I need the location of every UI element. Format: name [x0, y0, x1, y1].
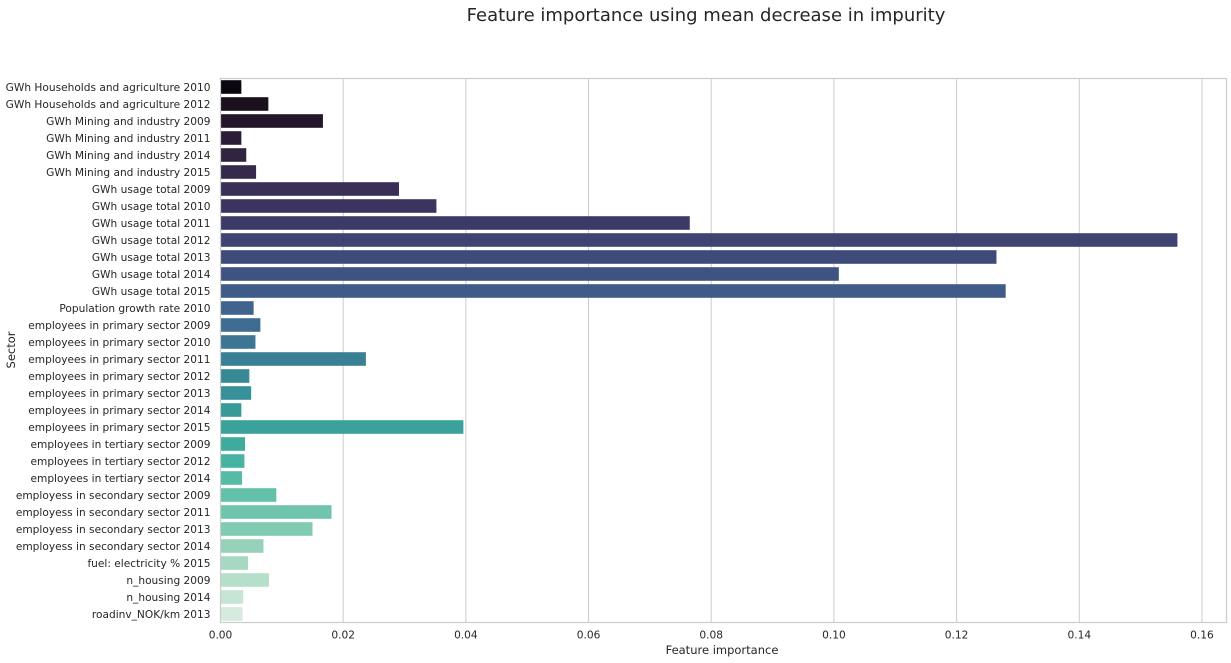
bar [220, 318, 261, 332]
bar [220, 539, 264, 553]
bar [220, 165, 257, 179]
bar [220, 284, 1006, 298]
chart-title: Feature importance using mean decrease i… [467, 5, 946, 26]
bar [220, 505, 332, 519]
x-tick-labels: 0.00 0.02 0.04 0.06 0.08 0.10 0.12 0.14 0.16 [209, 630, 1214, 642]
x-tick-label: 0.16 [1190, 630, 1214, 642]
bar [220, 199, 437, 213]
plot-frame [219, 77, 1228, 624]
bar [220, 437, 246, 451]
y-tick-label: employess in secondary sector 2011 [16, 507, 211, 519]
bar [220, 148, 247, 162]
y-axis-label: Sector [4, 331, 18, 368]
y-tick-label: GWh usage total 2013 [92, 252, 211, 264]
y-tick-label: GWh Mining and industry 2014 [46, 150, 211, 162]
bar [220, 454, 245, 468]
bar [220, 80, 242, 94]
bar [220, 233, 1178, 247]
x-tick-label: 0.14 [1067, 630, 1091, 642]
bars [220, 80, 1178, 621]
y-tick-label: employees in primary sector 2009 [28, 320, 210, 332]
x-tick-label: 0.02 [331, 630, 355, 642]
bar [220, 97, 269, 111]
bar [220, 403, 242, 417]
x-tick-label: 0.08 [699, 630, 723, 642]
bar [220, 488, 277, 502]
y-tick-label: roadinv_NOK/km 2013 [92, 609, 211, 621]
bar [220, 607, 243, 621]
bar [220, 471, 242, 485]
y-tick-label: fuel: electricity % 2015 [87, 558, 210, 570]
y-tick-label: GWh usage total 2011 [92, 218, 211, 230]
y-tick-label: GWh usage total 2012 [92, 235, 211, 247]
x-gridlines [220, 78, 1203, 623]
y-tick-label: employees in primary sector 2015 [28, 422, 210, 434]
y-tick-label: GWh Households and agriculture 2012 [6, 99, 211, 111]
bar [220, 573, 269, 587]
y-tick-label: GWh Mining and industry 2015 [46, 167, 210, 179]
bar [220, 335, 256, 349]
bar [220, 182, 400, 196]
y-tick-label: employess in secondary sector 2013 [16, 524, 211, 536]
bar [220, 369, 250, 383]
bar [220, 386, 252, 400]
y-tick-label: GWh Mining and industry 2011 [46, 133, 210, 145]
bar [220, 522, 313, 536]
y-tick-label: employees in tertiary sector 2012 [31, 456, 211, 468]
bar [220, 301, 254, 315]
y-tick-label: employees in primary sector 2011 [28, 354, 210, 366]
bar [220, 250, 997, 264]
y-tick-label: Population growth rate 2010 [59, 303, 210, 315]
y-tick-label: GWh usage total 2009 [92, 184, 211, 196]
y-tick-label: GWh usage total 2010 [92, 201, 211, 213]
y-tick-label: employees in primary sector 2010 [28, 337, 210, 349]
bar [220, 131, 242, 145]
x-axis-label: Feature importance [666, 643, 779, 657]
y-tick-label: employees in tertiary sector 2009 [31, 439, 211, 451]
x-tick-label: 0.12 [945, 630, 969, 642]
x-tick-label: 0.00 [209, 630, 233, 642]
x-tick-label: 0.06 [577, 630, 601, 642]
y-tick-label: employess in secondary sector 2014 [16, 541, 211, 553]
y-tick-label: employess in secondary sector 2009 [16, 490, 211, 502]
x-tick-label: 0.04 [454, 630, 478, 642]
y-tick-label: n_housing 2014 [126, 592, 210, 604]
bar [220, 216, 690, 230]
bar [220, 267, 839, 281]
bar [220, 352, 366, 366]
y-tick-label: n_housing 2009 [126, 575, 210, 587]
y-tick-label: employees in primary sector 2012 [28, 371, 210, 383]
y-tick-label: GWh usage total 2015 [92, 286, 211, 298]
y-tick-label: GWh usage total 2014 [92, 269, 211, 281]
y-tick-label: GWh Mining and industry 2009 [46, 116, 210, 128]
bar [220, 556, 249, 570]
y-tick-label: employees in primary sector 2014 [28, 405, 210, 417]
bar [220, 420, 464, 434]
x-tick-label: 0.10 [822, 630, 846, 642]
bar [220, 114, 323, 128]
bar [220, 590, 244, 604]
y-tick-labels: GWh Households and agriculture 2010 GWh H… [6, 82, 211, 621]
y-tick-label: GWh Households and agriculture 2010 [6, 82, 211, 94]
y-tick-label: employees in primary sector 2013 [28, 388, 210, 400]
y-tick-label: employees in tertiary sector 2014 [31, 473, 211, 485]
